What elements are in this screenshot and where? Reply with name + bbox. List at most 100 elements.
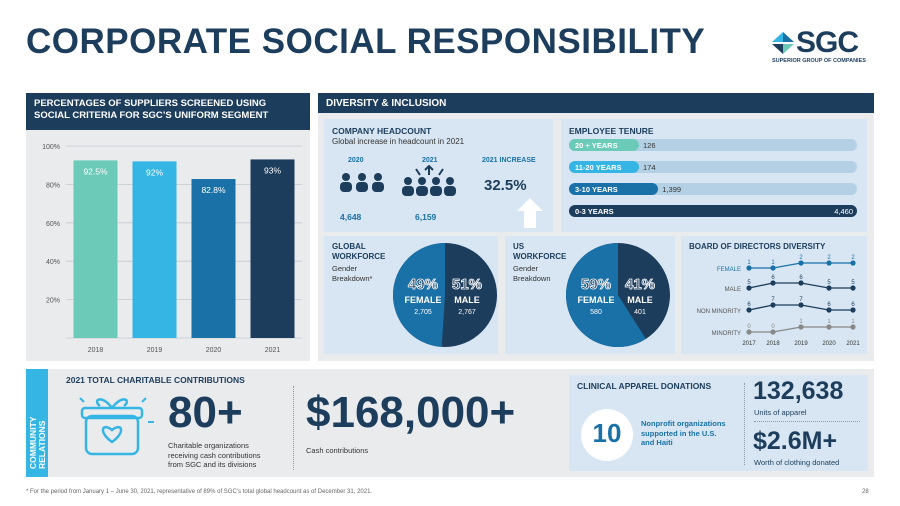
community-side-label: COMMUNITY RELATIONS [28, 416, 47, 469]
suppliers-bar-chart: 100% 80% 60% 40% 20% 92.5% 2018 92% 2019 82.8% 202… [42, 144, 302, 354]
board-point-label: 2 [799, 255, 803, 261]
headcount-increase-value: 32.5% [484, 177, 527, 194]
bar [191, 179, 236, 338]
tenure-bar-track [569, 161, 857, 173]
apparel-divider [744, 383, 745, 465]
female-pct-outline: 49% [408, 276, 438, 293]
board-series-label: MINORITY [712, 331, 741, 337]
divider [293, 386, 294, 470]
orgs-value: 80+ [168, 388, 243, 437]
tenure-bar [569, 183, 659, 195]
board-point-label: 6 [827, 302, 831, 308]
worth-desc: Worth of clothing donated [754, 458, 840, 467]
male-count: 2,767 [458, 309, 476, 316]
tenure-bar-label: 0-3 YEARS [575, 207, 614, 216]
headcount-increase-label: 2021 INCREASE [482, 157, 536, 164]
side-label-1: COMMUNITY [28, 416, 38, 469]
board-point [850, 260, 856, 266]
board-point [798, 324, 804, 330]
headcount-year-2021: 2021 [422, 157, 438, 164]
board-point-label: 6 [747, 302, 751, 308]
bar-value-label: 82.8% [201, 185, 226, 195]
headcount-subtitle: Global increase in headcount in 2021 [332, 137, 465, 146]
board-point-label: 0 [771, 324, 775, 330]
orgs-desc-line: Charitable organizations [168, 441, 249, 450]
tenure-card: EMPLOYEE TENURE 20 + YEARS 126 11-20 YEARS… [561, 119, 867, 232]
board-point-label: 5 [747, 280, 751, 286]
headcount-title: COMPANY HEADCOUNT [332, 126, 432, 136]
bar [73, 160, 118, 338]
male-label: MALE [454, 295, 480, 305]
board-point [770, 280, 776, 286]
board-point [798, 302, 804, 308]
nonprofit-desc-line: supported in the U.S. [641, 428, 717, 438]
board-point [850, 307, 856, 313]
y-tick-label: 100% [42, 144, 60, 151]
tenure-bar-label: 11-20 YEARS [575, 163, 622, 172]
board-point-label: 1 [747, 260, 751, 266]
pie-slice-female [392, 243, 445, 347]
increase-arrow-icon [517, 198, 543, 228]
apparel-card: CLINICAL APPAREL DONATIONS 10 Nonprofit … [569, 375, 868, 471]
tenure-title: EMPLOYEE TENURE [569, 126, 654, 136]
pie-slice-female [566, 243, 646, 347]
female-count: 580 [590, 309, 602, 316]
tenure-bar [569, 161, 639, 173]
gift-heart-icon [79, 397, 154, 456]
board-point [770, 265, 776, 271]
tenure-bar [569, 205, 857, 217]
tenure-bar-value: 4,460 [834, 207, 853, 216]
page-number: 28 [862, 489, 869, 495]
female-pct-outline: 59% [581, 276, 611, 293]
contrib-title: 2021 TOTAL CHARITABLE CONTRIBUTIONS [66, 375, 245, 385]
footnote: * For the period from January 1 – June 3… [26, 489, 373, 495]
apparel-title: CLINICAL APPAREL DONATIONS [577, 381, 712, 391]
logo-tagline: SUPERIOR GROUP OF COMPANIES [772, 58, 866, 64]
global-title: GLOBAL WORKFORCE [332, 242, 386, 261]
bar-value-label: 92% [146, 167, 163, 177]
tenure-bar-value: 174 [643, 163, 656, 172]
male-pct: 41% [625, 276, 655, 293]
male-count: 401 [634, 309, 646, 316]
board-point [850, 324, 856, 330]
female-pct: 59% [581, 276, 611, 293]
x-tick-label: 2018 [88, 347, 104, 354]
page-title: CORPORATE SOCIAL RESPONSIBILITY [26, 22, 706, 61]
units-value: 132,638 [753, 377, 844, 405]
global-sub2: Breakdown* [332, 274, 373, 283]
female-pct: 49% [408, 276, 438, 293]
board-point [826, 260, 832, 266]
board-point [826, 307, 832, 313]
female-label: FEMALE [405, 295, 442, 305]
board-point [746, 265, 752, 271]
female-label: FEMALE [578, 295, 615, 305]
tenure-bar [569, 139, 639, 151]
worth-value: $2.6M+ [753, 427, 838, 455]
nonprofit-count-circle [581, 409, 633, 461]
board-point [746, 285, 752, 291]
board-point [798, 280, 804, 286]
units-desc: Units of apparel [754, 408, 807, 417]
headcount-card: COMPANY HEADCOUNT Global increase in hea… [324, 119, 553, 232]
tenure-bar-label: 20 + YEARS [575, 141, 618, 150]
board-point [746, 329, 752, 335]
headcount-2021-value: 6,159 [415, 212, 437, 222]
y-tick-label: 20% [46, 298, 60, 305]
headcount-2020-value: 4,648 [340, 212, 362, 222]
orgs-desc-line: from SGC and its divisions [168, 460, 257, 469]
global-workforce-card: GLOBAL WORKFORCE Gender Breakdown* 49% 49… [324, 236, 498, 354]
x-tick-label: 2019 [147, 347, 163, 354]
board-point [850, 285, 856, 291]
y-tick-label: 40% [46, 259, 60, 266]
nonprofit-count: 10 [592, 418, 622, 448]
board-point-label: 6 [851, 302, 855, 308]
nonprofit-desc: Nonprofit organizations supported in the… [641, 419, 726, 448]
cash-desc: Cash contributions [306, 446, 369, 455]
people-2020-icon [340, 173, 384, 192]
y-tick-label: 60% [46, 221, 60, 228]
y-tick-label: 80% [46, 182, 60, 189]
male-pct-outline: 51% [452, 276, 482, 293]
board-year-label: 2020 [822, 341, 836, 347]
male-pct: 51% [452, 276, 482, 293]
